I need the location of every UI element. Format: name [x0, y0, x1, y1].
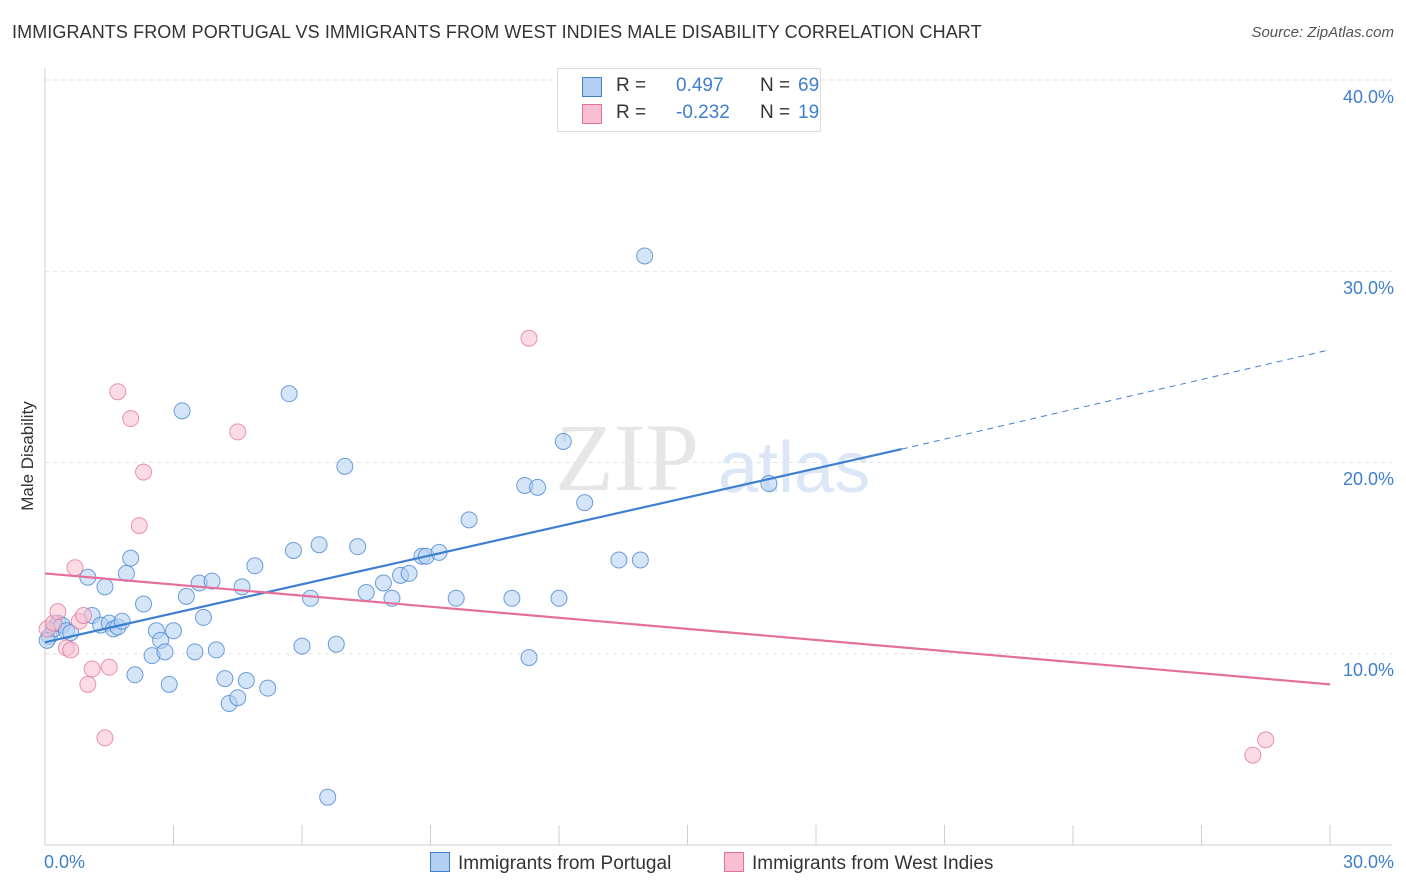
data-point [357, 584, 375, 602]
data-point [310, 536, 328, 554]
bottom-legend-label-west-indies: Immigrants from West Indies [752, 853, 994, 874]
y-tick-label-40: 40.0% [1342, 87, 1394, 107]
data-point [66, 559, 84, 577]
legend-r-value: -0.232 [676, 102, 730, 123]
data-point [631, 551, 649, 569]
data-point [636, 247, 654, 265]
data-point [237, 672, 255, 690]
data-point [259, 679, 277, 697]
data-point [135, 463, 153, 481]
data-point [216, 670, 234, 688]
data-point [194, 608, 212, 626]
data-point [550, 589, 568, 607]
data-point [100, 658, 118, 676]
series-west-indies-points [38, 329, 1275, 764]
data-point [122, 410, 140, 428]
legend-n-value: 69 [798, 75, 820, 96]
legend-n-label: N = [760, 75, 791, 96]
data-point [122, 549, 140, 567]
data-point [135, 595, 153, 613]
data-point [576, 494, 594, 512]
data-point [186, 643, 204, 661]
data-point [610, 551, 628, 569]
legend-n-label: N = [760, 102, 791, 123]
legend-r-label: R = [616, 102, 647, 123]
data-point [177, 587, 195, 605]
data-point [327, 635, 345, 653]
data-point [126, 666, 144, 684]
data-point [233, 578, 251, 596]
data-point [75, 607, 93, 624]
data-point [160, 675, 178, 693]
data-point [96, 578, 114, 596]
data-point [49, 603, 67, 621]
bottom-legend-label-portugal: Immigrants from Portugal [458, 853, 672, 874]
data-point [520, 329, 538, 347]
gridlines [45, 79, 1392, 655]
data-point [1244, 746, 1262, 764]
data-point [554, 432, 572, 450]
data-point [203, 572, 221, 590]
x-tick-label-max: 30.0% [1342, 852, 1394, 872]
y-tick-label-20: 20.0% [1342, 469, 1394, 489]
data-point [349, 538, 367, 556]
legend-r-value: 0.497 [676, 75, 724, 96]
bottom-legend-portugal: Immigrants from Portugal [430, 852, 671, 875]
data-point [130, 517, 148, 535]
data-point [62, 641, 80, 659]
data-point [319, 788, 337, 806]
trend-line-portugal-extension [901, 349, 1331, 450]
data-point [79, 675, 97, 693]
x-tick-label-min: 0.0% [44, 852, 86, 872]
data-point [280, 385, 298, 403]
data-point [229, 423, 247, 441]
data-point [336, 457, 354, 475]
data-point [246, 557, 264, 575]
series-portugal-points [38, 247, 778, 806]
source-label: Source: ZipAtlas.com [1251, 24, 1394, 41]
bottom-legend-swatch-pink [724, 852, 744, 872]
data-point [109, 383, 127, 401]
data-point [173, 402, 191, 420]
data-point [156, 643, 174, 661]
trend-lines [44, 349, 1331, 686]
correlation-legend: R = 0.497 N = 69 R = -0.232 N = 19 [557, 68, 821, 132]
data-point [302, 589, 320, 607]
bottom-legend-swatch-blue [430, 852, 450, 872]
trend-line-west-indies [44, 572, 1331, 686]
y-tick-label-10: 10.0% [1342, 660, 1394, 680]
trend-line-portugal [44, 448, 902, 644]
data-point [293, 637, 311, 655]
y-tick-label-30: 30.0% [1342, 278, 1394, 298]
data-point [284, 541, 302, 559]
data-point [447, 589, 465, 607]
legend-r-label: R = [616, 75, 647, 96]
data-point [165, 622, 182, 640]
data-point [229, 689, 247, 707]
legend-swatch-pink [582, 104, 602, 124]
data-point [529, 478, 547, 496]
chart-title: IMMIGRANTS FROM PORTUGAL VS IMMIGRANTS F… [12, 22, 982, 42]
legend-n-value: 19 [798, 102, 820, 123]
data-point [207, 641, 225, 659]
bottom-legend-west-indies: Immigrants from West Indies [724, 852, 993, 875]
data-point [374, 574, 392, 592]
data-point [96, 729, 114, 747]
watermark-atlas: atlas [718, 428, 870, 508]
watermark-zip: ZIP [555, 404, 699, 511]
axes [44, 68, 1392, 846]
data-point [83, 660, 101, 678]
data-point [520, 649, 538, 667]
data-point [400, 564, 418, 582]
data-point [503, 589, 521, 607]
data-point [460, 511, 478, 529]
legend-swatch-blue [582, 77, 602, 97]
data-point [1257, 731, 1275, 749]
